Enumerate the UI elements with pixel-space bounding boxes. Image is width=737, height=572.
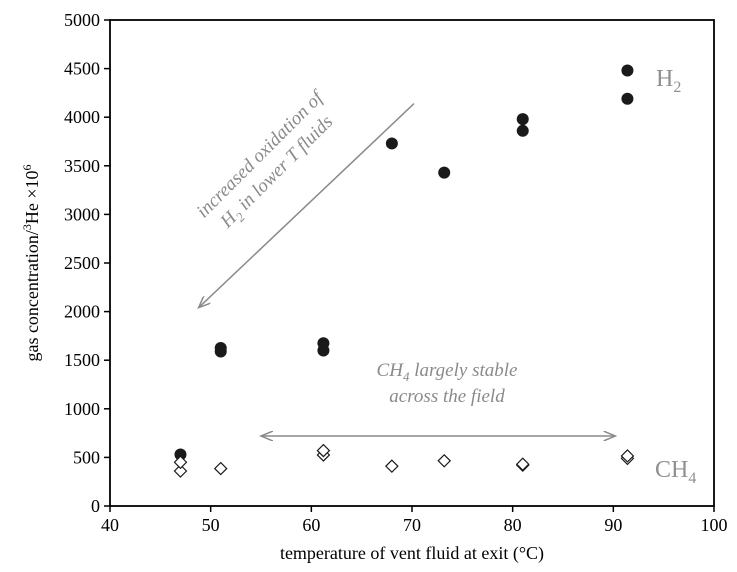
ch4-data-point — [515, 457, 530, 472]
h2-label-sub: 2 — [673, 79, 681, 96]
h2-data-point — [385, 137, 398, 150]
arrow — [199, 103, 415, 308]
x-tick-label: 80 — [504, 515, 522, 535]
y-tick-label: 5000 — [64, 10, 100, 30]
x-tick-label: 90 — [604, 515, 622, 535]
y-tick-label: 4000 — [64, 107, 100, 127]
x-tick-label: 50 — [202, 515, 220, 535]
y-tick-label: 3500 — [64, 156, 100, 176]
x-tick-label: 100 — [701, 515, 728, 535]
x-tick-label: 70 — [403, 515, 421, 535]
y-axis-title-he: He ×10 — [22, 170, 42, 224]
h2-data-point — [516, 113, 529, 126]
ch4-data-point — [620, 449, 635, 463]
x-tick-label: 40 — [101, 515, 119, 535]
y-tick-label: 4500 — [64, 59, 100, 79]
ch4-annotation-rest: largely stable — [409, 360, 517, 381]
y-tick-label: 500 — [73, 447, 100, 467]
ch4-annotation-ch: CH — [377, 360, 405, 381]
y-tick-label: 2500 — [64, 253, 100, 273]
ch4-annotation-line1: CH4 largely stable — [377, 360, 518, 384]
y-axis-title-main: gas concentration/ — [22, 230, 42, 361]
ch4-annotation-sub: 4 — [403, 369, 410, 384]
ch4-data-point — [385, 459, 399, 473]
h2-data-point — [317, 337, 330, 350]
ch4-series-label: CH4 — [655, 457, 696, 487]
x-tick-label: 60 — [302, 515, 320, 535]
ch4-label-sub: 4 — [688, 470, 696, 487]
x-axis-title: temperature of vent fluid at exit (°C) — [280, 543, 544, 564]
h2-data-point — [516, 124, 529, 137]
h2-data-point — [174, 448, 187, 461]
ch4-data-point — [213, 461, 228, 476]
y-axis-title-exp: 6 — [20, 164, 34, 170]
h2-data-point — [621, 92, 634, 105]
ch4-data-point — [316, 443, 331, 458]
y-axis-title-sup: 3 — [20, 224, 34, 230]
annotation-arrows — [199, 103, 616, 436]
h2-label-text: H — [656, 66, 673, 92]
plot-area — [109, 19, 715, 507]
y-tick-label: 0 — [91, 496, 100, 516]
y-axis-title: gas concentration/3He ×106 — [20, 164, 42, 361]
h2-data-point — [438, 166, 451, 179]
y-tick-label: 1000 — [64, 399, 100, 419]
h2-data-point — [214, 342, 227, 355]
ch4-annotation-line2: across the field — [389, 386, 505, 407]
ch4-data-point — [437, 453, 452, 468]
ch4-label-text: CH — [655, 457, 688, 483]
y-tick-label: 1500 — [64, 350, 100, 370]
ch4-data-point — [173, 464, 188, 478]
y-tick-label: 2000 — [64, 302, 100, 322]
h2-annotation: increased oxidation of H2 in lower T flu… — [193, 86, 338, 233]
h2-data-point — [621, 64, 634, 77]
data-points — [173, 64, 635, 478]
ticks: 40 50 60 70 80 90 1000500100015002000250030003… — [64, 10, 728, 535]
y-tick-label: 3000 — [64, 204, 100, 224]
ch4-data-point — [173, 455, 188, 470]
h2-series-label: H2 — [656, 66, 681, 96]
